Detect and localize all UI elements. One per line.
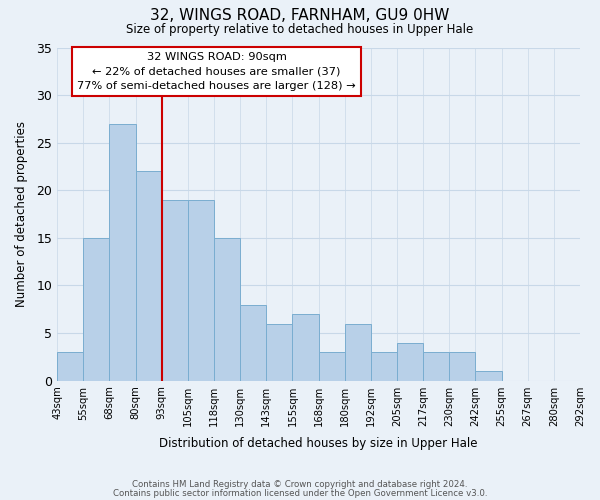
X-axis label: Distribution of detached houses by size in Upper Hale: Distribution of detached houses by size … (159, 437, 478, 450)
Y-axis label: Number of detached properties: Number of detached properties (15, 121, 28, 307)
Bar (423, 352, 449, 380)
Bar (371, 352, 397, 380)
Bar (83, 238, 109, 380)
Text: Contains HM Land Registry data © Crown copyright and database right 2024.: Contains HM Land Registry data © Crown c… (132, 480, 468, 489)
Bar (240, 304, 266, 380)
Bar (344, 324, 371, 380)
Bar (475, 371, 502, 380)
Bar (136, 171, 161, 380)
Bar (397, 342, 423, 380)
Bar (266, 324, 292, 380)
Bar (57, 352, 83, 380)
Bar (161, 200, 188, 380)
Text: 32, WINGS ROAD, FARNHAM, GU9 0HW: 32, WINGS ROAD, FARNHAM, GU9 0HW (151, 8, 449, 22)
Text: 32 WINGS ROAD: 90sqm
← 22% of detached houses are smaller (37)
77% of semi-detac: 32 WINGS ROAD: 90sqm ← 22% of detached h… (77, 52, 356, 92)
Bar (109, 124, 136, 380)
Bar (214, 238, 240, 380)
Text: Size of property relative to detached houses in Upper Hale: Size of property relative to detached ho… (127, 22, 473, 36)
Bar (319, 352, 344, 380)
Bar (188, 200, 214, 380)
Text: Contains public sector information licensed under the Open Government Licence v3: Contains public sector information licen… (113, 490, 487, 498)
Bar (449, 352, 475, 380)
Bar (292, 314, 319, 380)
